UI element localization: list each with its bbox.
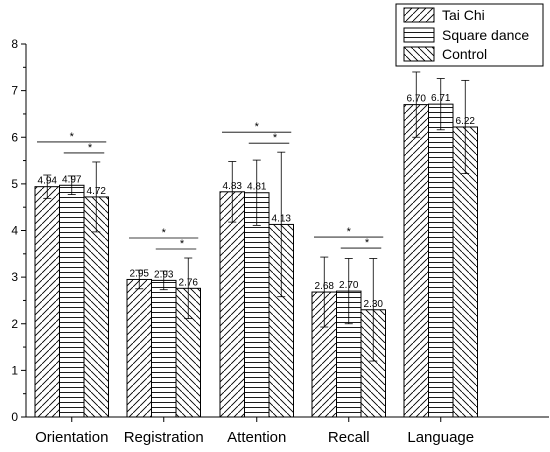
data-label-registration-tai-chi: 2.95 — [130, 268, 150, 279]
legend-swatch-square-dance — [403, 27, 435, 43]
y-tick-label: 0 — [11, 410, 18, 424]
data-label-attention-tai-chi: 4.83 — [223, 181, 243, 192]
bar-registration-square-dance — [151, 279, 177, 418]
legend-swatch-control — [403, 46, 435, 62]
data-label-attention-control: 4.13 — [272, 213, 292, 224]
y-tick-label: 6 — [11, 130, 18, 144]
bar-attention-square-dance — [244, 192, 270, 418]
x-tick-label-language: Language — [407, 429, 474, 446]
sig-star-outer-orientation: * — [70, 131, 75, 143]
x-tick-label-orientation: Orientation — [35, 429, 108, 446]
sig-star-inner-recall: * — [365, 237, 370, 249]
bar-orientation-tai-chi — [34, 186, 60, 418]
bar-orientation-square-dance — [59, 184, 85, 418]
y-tick-label: 5 — [11, 177, 18, 191]
y-tick-label: 8 — [11, 37, 18, 51]
legend-item-control: Control — [403, 46, 487, 62]
y-tick-label: 7 — [11, 84, 18, 98]
plot-area: 0 1 2 3 4 5 6 7 8 Orientation 4.94 4.97 4.72 * * Regist… — [11, 37, 549, 446]
x-tick-label-registration: Registration — [124, 429, 204, 446]
legend-item-square-dance: Square dance — [403, 27, 529, 43]
sig-star-outer-attention: * — [255, 121, 260, 133]
data-label-recall-control: 2.30 — [364, 299, 384, 310]
data-label-registration-control: 2.76 — [179, 277, 199, 288]
legend: Tai Chi Square dance Control — [395, 3, 544, 67]
x-tick-label-attention: Attention — [227, 429, 286, 446]
data-label-recall-square-dance: 2.70 — [339, 280, 359, 291]
bar-language-tai-chi — [403, 104, 429, 418]
bar-language-control — [452, 126, 478, 418]
bar-attention-tai-chi — [219, 191, 245, 418]
data-label-recall-tai-chi: 2.68 — [315, 281, 335, 292]
data-label-registration-square-dance: 2.93 — [154, 269, 174, 280]
sig-star-inner-orientation: * — [88, 142, 93, 154]
data-label-attention-square-dance: 4.81 — [247, 182, 267, 193]
data-label-language-tai-chi: 6.70 — [407, 94, 427, 105]
legend-swatch-tai-chi — [403, 7, 435, 23]
sig-star-outer-recall: * — [347, 226, 352, 238]
sig-star-outer-registration: * — [162, 227, 167, 239]
sig-star-inner-registration: * — [180, 238, 185, 250]
x-tick-label-recall: Recall — [328, 429, 370, 446]
bar-language-square-dance — [428, 103, 454, 418]
data-label-orientation-square-dance: 4.97 — [62, 174, 82, 185]
y-tick-label: 1 — [11, 363, 18, 377]
data-label-language-control: 6.22 — [456, 116, 476, 127]
y-tick-label: 4 — [11, 224, 18, 238]
sig-star-inner-attention: * — [273, 132, 278, 144]
legend-label-square-dance: Square dance — [442, 27, 529, 43]
bar-orientation-control — [83, 196, 109, 418]
legend-label-tai-chi: Tai Chi — [442, 7, 485, 23]
y-tick-label: 2 — [11, 317, 18, 331]
bar-registration-tai-chi — [126, 278, 152, 418]
data-label-orientation-tai-chi: 4.94 — [38, 176, 58, 187]
y-tick-label: 3 — [11, 270, 18, 284]
data-label-language-square-dance: 6.71 — [431, 93, 451, 104]
legend-label-control: Control — [442, 46, 487, 62]
legend-item-tai-chi: Tai Chi — [403, 7, 485, 23]
data-label-orientation-control: 4.72 — [87, 186, 107, 197]
